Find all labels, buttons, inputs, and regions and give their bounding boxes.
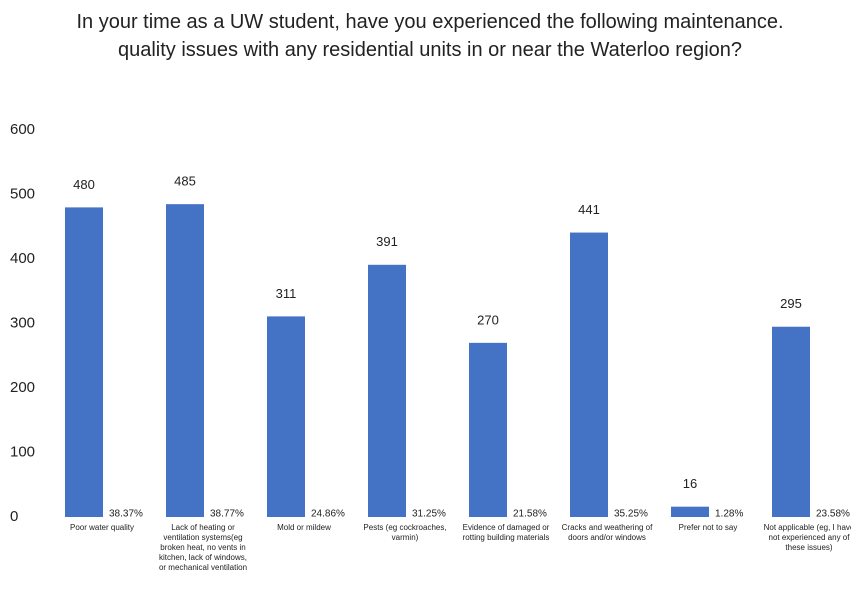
value-label: 311	[276, 286, 297, 301]
value-label: 270	[477, 312, 499, 327]
y-tick-label: 100	[10, 443, 35, 460]
y-tick-label: 300	[10, 314, 35, 331]
value-label: 391	[376, 234, 398, 249]
y-tick-label: 0	[10, 508, 18, 525]
percent-label: 38.37%	[109, 509, 143, 520]
x-tick-label: Prefer not to say	[678, 523, 738, 532]
x-tick-label: Pests (eg cockroaches, varmin)	[363, 523, 447, 542]
percent-label: 21.58%	[513, 509, 547, 520]
x-tick-label: Evidence of damaged or rotting building …	[462, 523, 550, 542]
bar	[671, 506, 709, 517]
bar	[469, 342, 507, 517]
bar	[772, 326, 810, 517]
bar	[570, 232, 608, 517]
percent-label: 23.58%	[816, 509, 850, 520]
value-label: 16	[683, 476, 697, 491]
value-label: 295	[780, 296, 802, 311]
x-tick-label: Mold or mildew	[277, 523, 331, 532]
y-tick-label: 400	[10, 250, 35, 267]
bar	[267, 316, 305, 517]
percent-label: 31.25%	[412, 509, 446, 520]
bar	[65, 207, 103, 517]
x-tick-label: Not applicable (eg, I have not experienc…	[763, 523, 851, 552]
percent-label: 24.86%	[311, 509, 345, 520]
value-label: 441	[578, 202, 600, 217]
bar	[166, 204, 204, 518]
y-tick-label: 200	[10, 379, 35, 396]
value-label: 485	[174, 174, 196, 189]
y-tick-label: 500	[10, 185, 35, 202]
x-tick-label: Cracks and weathering of doors and/or wi…	[561, 523, 653, 542]
chart-title: In your time as a UW student, have you e…	[76, 11, 784, 61]
percent-label: 38.77%	[210, 509, 244, 520]
percent-label: 1.28%	[715, 509, 743, 520]
bar	[368, 264, 406, 517]
y-tick-label: 600	[10, 121, 35, 138]
x-tick-label: Poor water quality	[69, 523, 135, 532]
value-label: 480	[73, 177, 95, 192]
x-tick-label: Lack of heating or ventilation systems(e…	[158, 523, 248, 572]
percent-label: 35.25%	[614, 509, 648, 520]
